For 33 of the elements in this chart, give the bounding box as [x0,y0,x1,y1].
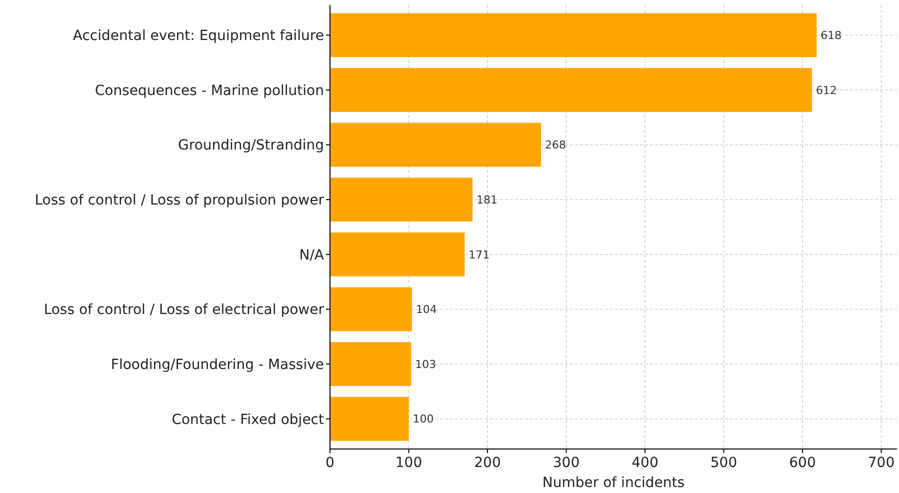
x-tick-label: 400 [632,455,658,471]
bar [330,287,412,332]
y-tick-label: Consequences - Marine pollution [94,82,324,99]
data-label: 268 [545,138,566,152]
y-tick-label: Contact - Fixed object [172,412,325,428]
data-label: 100 [412,412,434,426]
data-label: 618 [820,29,842,42]
y-tick-label: Loss of control / Loss of electrical power [44,302,324,318]
x-tick-label: 100 [395,455,422,471]
y-tick-label: Grounding/Stranding [178,138,324,154]
bar [330,122,542,167]
y-tick-label: Accidental event: Equipment failure [72,28,324,44]
data-label: 171 [468,248,490,262]
y-tick-label: Loss of control / Loss of propulsion power [34,192,324,208]
bar [330,68,812,112]
bar [330,232,465,276]
data-label: 612 [816,84,837,97]
x-tick-label: 500 [710,455,738,471]
bar [330,13,817,58]
x-axis-title: Number of incidents [542,475,685,491]
data-label: 181 [476,193,498,206]
data-label: 103 [415,358,436,371]
bar [330,178,473,222]
y-tick-label: N/A [299,247,324,264]
bar [330,396,409,441]
x-tick-label: 300 [552,455,580,471]
y-tick-label: Flooding/Foundering - Massive [110,356,324,373]
data-label: 104 [416,303,437,316]
x-tick-label: 600 [789,455,816,471]
x-tick-label: 0 [326,455,334,471]
x-tick-label: 200 [474,455,501,471]
bar [330,342,412,386]
x-tick-label: 700 [868,455,895,471]
